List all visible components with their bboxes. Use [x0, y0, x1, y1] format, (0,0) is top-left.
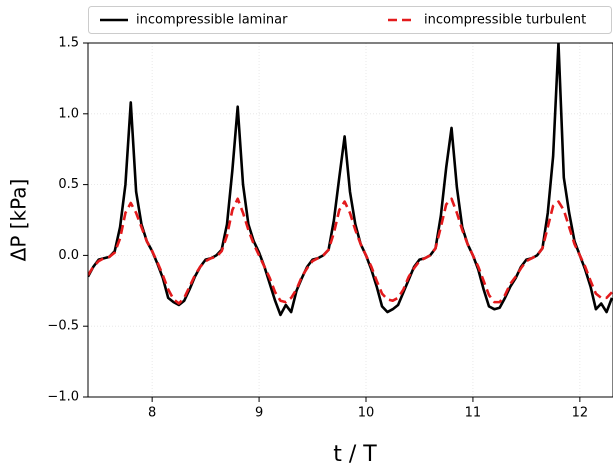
y-tick-label: 0.5 — [58, 177, 79, 192]
y-tick-label: 1.5 — [58, 36, 79, 51]
x-tick-label: 12 — [572, 406, 589, 421]
y-tick-label: −0.5 — [47, 319, 79, 334]
x-tick-label: 10 — [358, 406, 375, 421]
y-tick-label: −1.0 — [47, 390, 79, 405]
y-axis-label: ΔP [kPa] — [7, 179, 31, 262]
y-tick-label: 1.0 — [58, 106, 79, 121]
x-tick-label: 8 — [148, 406, 156, 421]
plot-frame — [87, 42, 613, 398]
x-tick-label: 11 — [465, 406, 482, 421]
legend-label: incompressible laminar — [136, 13, 288, 28]
line-series — [88, 197, 613, 305]
legend-box — [88, 6, 612, 34]
line-series — [88, 43, 613, 317]
plot-area — [88, 43, 613, 317]
legend-label: incompressible turbulent — [424, 13, 586, 28]
y-tick-label: 0.0 — [58, 248, 79, 263]
x-axis-label: t / T — [333, 442, 377, 467]
x-tick-label: 9 — [255, 406, 263, 421]
